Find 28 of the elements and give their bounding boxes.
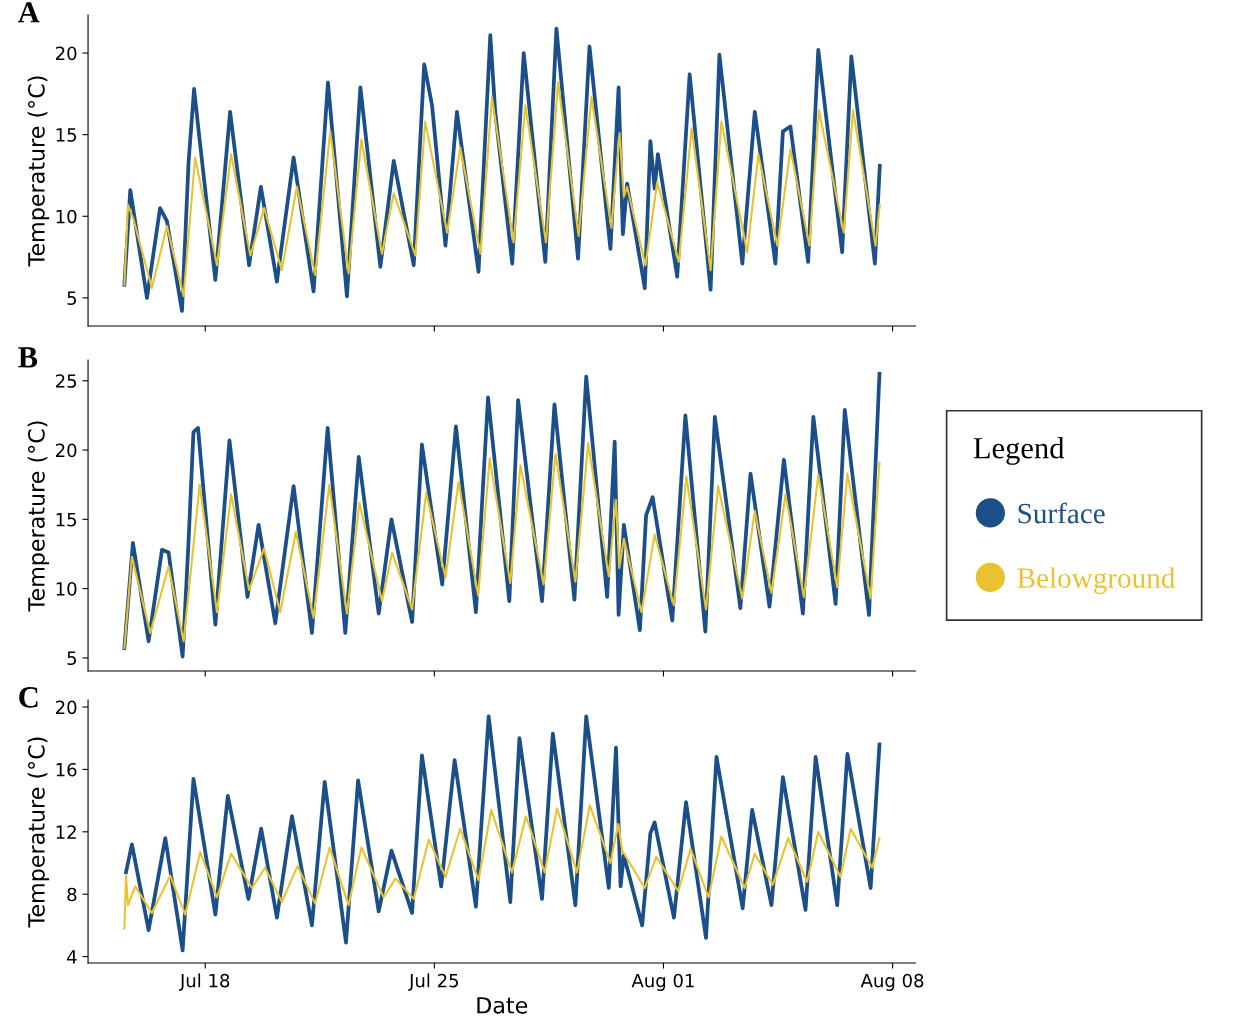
x-axis-title: Date bbox=[477, 997, 528, 1014]
x-tick-label: Jul 18 bbox=[179, 973, 230, 991]
y-axis-title: Temperature (°C) bbox=[27, 737, 50, 928]
y-tick-label: 12 bbox=[56, 825, 76, 839]
y-tick-label: 25 bbox=[55, 374, 77, 388]
y-tick-label: 16 bbox=[56, 762, 77, 777]
x-tick-label: Jul 25 bbox=[408, 973, 459, 991]
y-axis-title: Temperature (°C) bbox=[27, 421, 50, 612]
text: A bbox=[18, 2, 40, 23]
y-tick-label: 20 bbox=[55, 443, 77, 458]
y-tick-label: 10 bbox=[56, 209, 77, 224]
legend-label: Belowground bbox=[1017, 567, 1176, 594]
y-tick-label: 5 bbox=[67, 291, 77, 306]
x-tick-label: Aug 01 bbox=[631, 973, 694, 991]
text: B bbox=[18, 347, 38, 368]
y-axis-title: Temperature (°C) bbox=[27, 76, 50, 267]
text: C bbox=[19, 687, 38, 708]
y-tick-label: 5 bbox=[67, 651, 77, 666]
y-tick-label: 10 bbox=[56, 582, 77, 596]
y-tick-label: 15 bbox=[56, 128, 77, 142]
y-tick-label: 20 bbox=[55, 700, 77, 715]
y-tick-label: 20 bbox=[55, 46, 77, 61]
y-tick-label: 15 bbox=[56, 513, 77, 527]
y-tick-label: 8 bbox=[67, 887, 77, 902]
legend-label: Surface bbox=[1018, 502, 1105, 524]
y-tick-label: 4 bbox=[67, 950, 77, 964]
legend-title: Legend bbox=[973, 436, 1065, 465]
x-tick-label: Aug 08 bbox=[860, 973, 924, 991]
